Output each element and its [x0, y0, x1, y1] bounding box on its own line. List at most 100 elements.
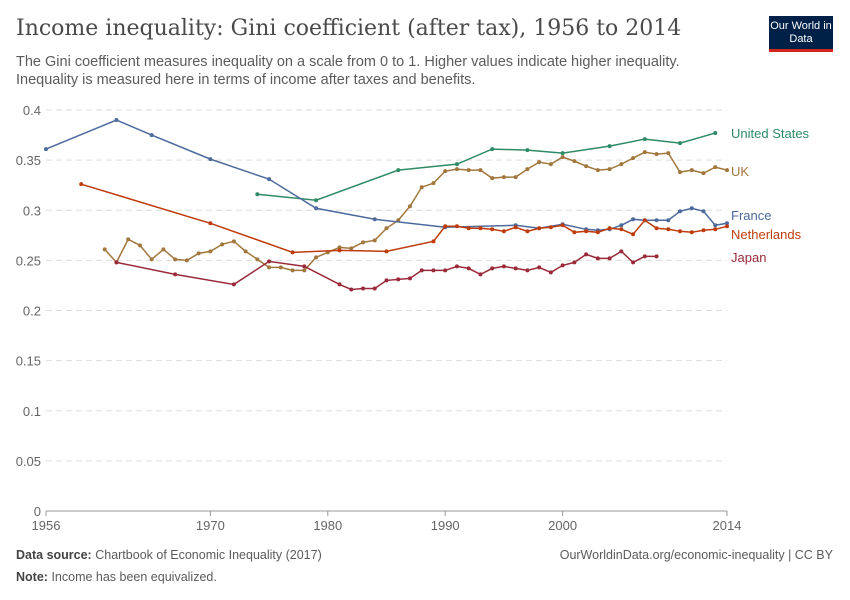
data-point: [290, 250, 295, 255]
data-point: [372, 238, 377, 243]
data-point: [490, 266, 495, 271]
data-point: [654, 226, 659, 231]
data-source: Data source: Chartbook of Economic Inequ…: [16, 548, 322, 562]
y-tick-label: 0.1: [23, 404, 41, 419]
data-point: [314, 206, 319, 211]
data-point: [349, 246, 354, 251]
source-label: Data source:: [16, 548, 92, 562]
data-point: [407, 276, 412, 281]
series-label: UK: [731, 164, 749, 179]
data-point: [302, 268, 307, 273]
data-point: [454, 167, 459, 172]
series-line-united-states: [257, 132, 716, 201]
data-point: [595, 230, 600, 235]
data-point: [243, 249, 248, 254]
data-point: [607, 144, 612, 149]
chart-subtitle: The Gini coefficient measures inequality…: [16, 54, 680, 88]
x-tick-label: 1956: [32, 518, 61, 533]
data-point: [137, 243, 142, 248]
data-point: [149, 257, 154, 262]
data-point: [666, 227, 671, 232]
data-point: [525, 229, 530, 234]
data-point: [642, 137, 647, 142]
data-point: [231, 239, 236, 244]
data-point: [713, 227, 718, 232]
series-label: France: [731, 208, 771, 223]
data-point: [701, 171, 706, 176]
data-point: [443, 268, 448, 273]
data-point: [184, 258, 189, 263]
series-line-france: [45, 119, 728, 232]
data-point: [431, 181, 436, 186]
data-point: [396, 277, 401, 282]
y-tick-label: 0.25: [16, 253, 41, 268]
data-point: [537, 265, 542, 270]
data-point: [443, 169, 448, 174]
data-point: [572, 260, 577, 265]
data-point: [689, 206, 694, 211]
data-point: [631, 156, 636, 161]
data-point: [631, 217, 636, 222]
data-point: [725, 168, 729, 173]
data-point: [678, 209, 683, 214]
data-point: [419, 185, 424, 190]
data-point: [231, 282, 236, 287]
data-point: [173, 257, 178, 262]
note-text: Income has been equivalized.: [51, 570, 217, 584]
y-tick-label: 0.4: [23, 103, 41, 118]
data-point: [666, 151, 671, 156]
data-point: [454, 162, 459, 167]
chart-title: Income inequality: Gini coefficient (aft…: [16, 16, 682, 41]
data-point: [478, 272, 483, 277]
data-point: [725, 221, 729, 226]
x-tick-label: 1970: [196, 518, 225, 533]
data-point: [372, 286, 377, 291]
data-point: [466, 226, 471, 231]
data-point: [196, 251, 201, 256]
data-point: [572, 159, 577, 164]
data-point: [349, 287, 354, 292]
data-point: [642, 254, 647, 259]
data-point: [443, 224, 448, 229]
source-text: Chartbook of Economic Inequality (2017): [95, 548, 322, 562]
data-point: [302, 264, 307, 269]
series-label: United States: [731, 126, 810, 141]
source-url[interactable]: OurWorldinData.org/economic-inequality |…: [559, 548, 833, 562]
data-point: [161, 247, 166, 252]
data-point: [478, 226, 483, 231]
data-point: [407, 204, 412, 209]
data-point: [642, 150, 647, 155]
data-point: [255, 192, 260, 197]
x-tick-label: 1980: [313, 518, 342, 533]
data-point: [560, 263, 565, 268]
data-point: [525, 167, 530, 172]
owid-logo[interactable]: Our World in Data: [769, 16, 833, 52]
data-point: [490, 147, 495, 152]
data-point: [595, 256, 600, 261]
x-tick-label: 1990: [431, 518, 460, 533]
data-point: [114, 260, 119, 265]
series-line-netherlands: [81, 183, 728, 254]
data-point: [267, 259, 272, 264]
data-point: [337, 245, 342, 250]
data-point: [478, 168, 483, 173]
data-point: [466, 168, 471, 173]
data-point: [501, 175, 506, 180]
data-point: [560, 155, 565, 160]
data-point: [619, 249, 624, 254]
data-point: [102, 247, 107, 252]
data-point: [44, 147, 48, 152]
data-point: [431, 268, 436, 273]
data-point: [619, 162, 624, 167]
data-point: [173, 272, 178, 277]
data-point: [396, 168, 401, 173]
y-tick-label: 0.35: [16, 153, 41, 168]
data-point: [314, 255, 319, 260]
data-point: [255, 257, 260, 262]
y-tick-label: 0: [34, 504, 41, 519]
series-label: Netherlands: [731, 227, 802, 242]
data-point: [454, 224, 459, 229]
data-point: [701, 228, 706, 233]
data-point: [513, 225, 518, 230]
